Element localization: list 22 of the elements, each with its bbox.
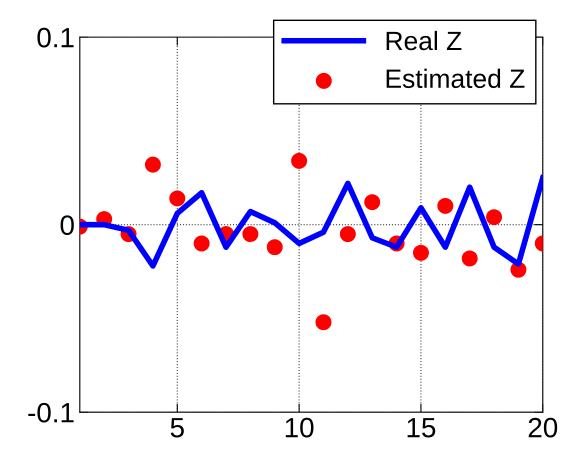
x-tick-label: 10 (286, 418, 314, 438)
point (169, 190, 186, 206)
point (266, 239, 283, 256)
legend-label: Real Z (386, 30, 462, 50)
x-tick-label: 5 (170, 418, 184, 438)
x-tick-label: 20 (528, 418, 558, 438)
legend-label: Estimated Z (386, 68, 524, 88)
point (437, 198, 454, 214)
point (364, 194, 380, 210)
point (291, 152, 308, 169)
point (242, 226, 258, 242)
point (486, 209, 502, 226)
point (316, 314, 332, 330)
point (462, 250, 478, 266)
y-tick-label: 0 (60, 215, 74, 236)
x-tick-label: 15 (408, 418, 436, 438)
y-tick-label: -0.1 (28, 402, 74, 423)
point (340, 226, 356, 242)
point (144, 156, 161, 173)
point (194, 235, 210, 252)
point (412, 244, 429, 261)
y-tick-label: 0.1 (37, 28, 74, 48)
